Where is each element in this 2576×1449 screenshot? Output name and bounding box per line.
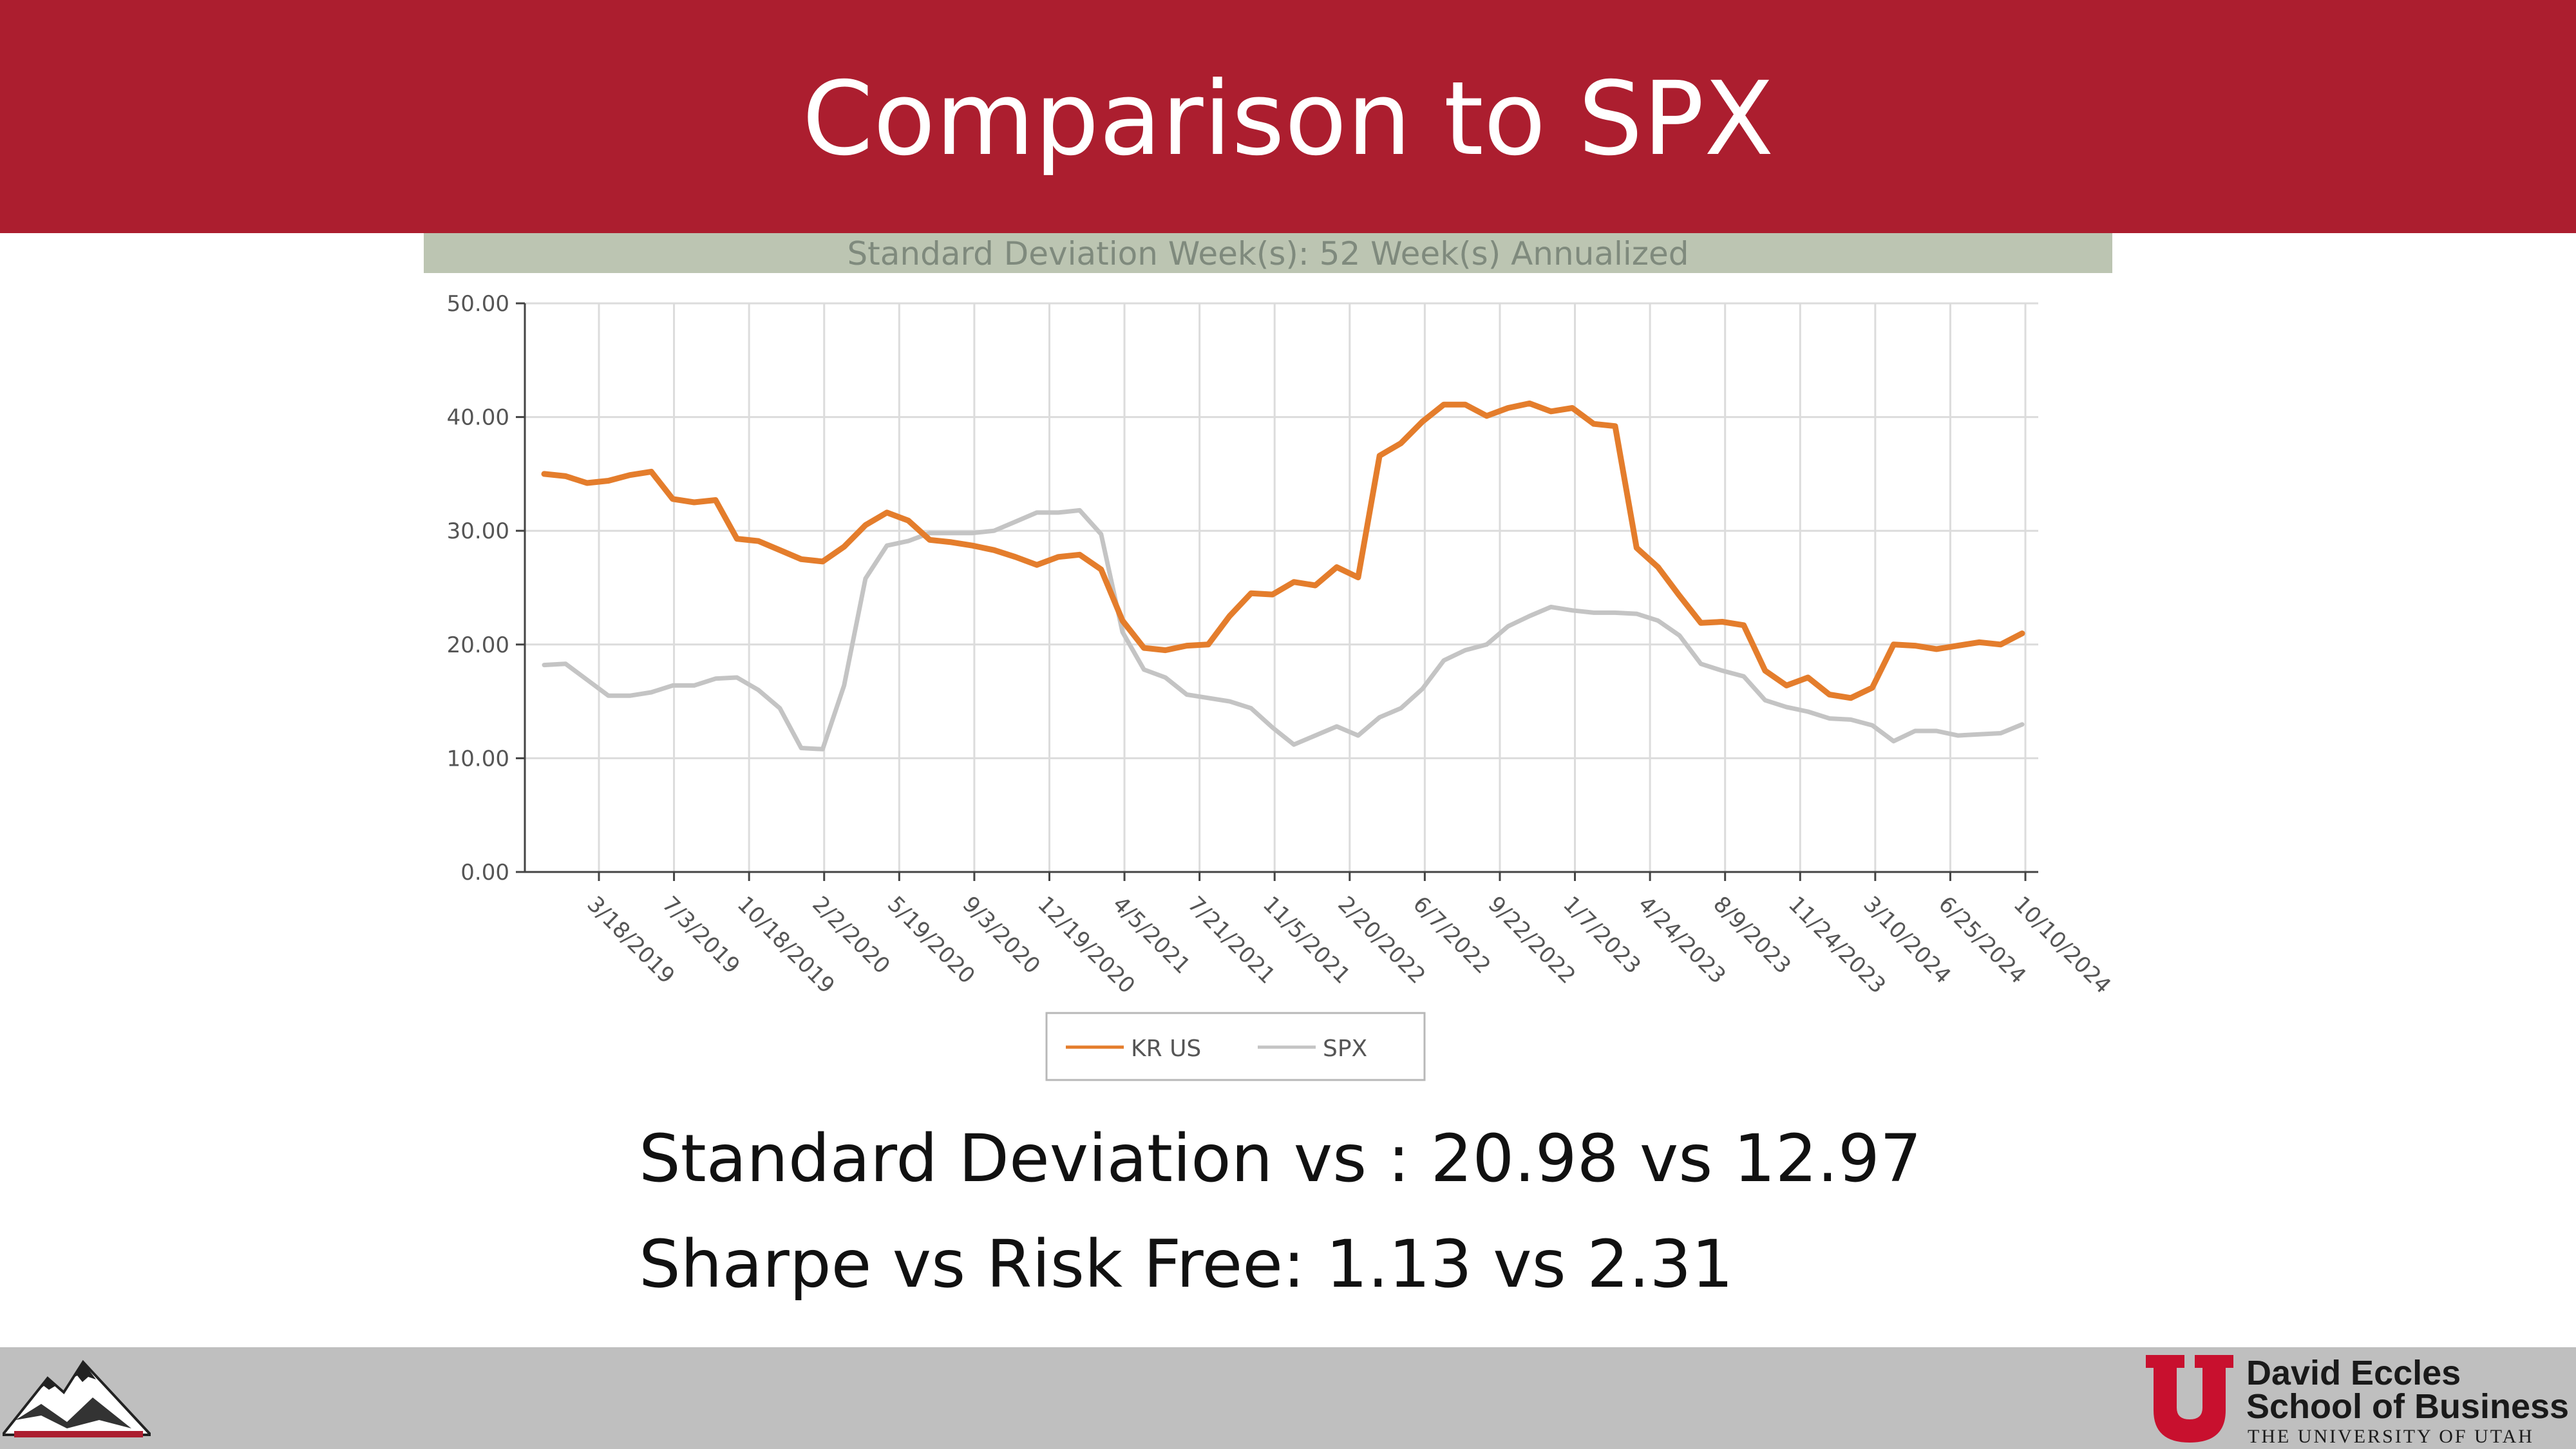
stats-block: Standard Deviation vs : 20.98 vs 12.97 S… — [639, 1121, 1922, 1332]
mountain-logo-icon — [3, 1359, 151, 1437]
title-bar — [0, 0, 2576, 233]
slide-title: Comparison to SPX — [802, 60, 1774, 178]
y-tick-label: 30.00 — [447, 518, 509, 544]
chart-axes — [516, 302, 2038, 881]
legend-label-kr-us: KR US — [1131, 1036, 1201, 1062]
y-tick-label: 20.00 — [447, 632, 509, 658]
chart-header-band: Standard Deviation Week(s): 52 Week(s) A… — [424, 233, 2112, 273]
school-logo: David Eccles School of Business THE UNIV… — [2146, 1354, 2569, 1447]
y-tick-label: 50.00 — [447, 291, 509, 317]
school-name-line1: David Eccles — [2246, 1354, 2461, 1392]
series-line-spx — [542, 507, 2025, 752]
y-tick-label: 0.00 — [460, 860, 509, 886]
x-tick-labels: 3/18/20197/3/201910/18/20192/2/20205/19/… — [582, 891, 2116, 999]
chart-title: Standard Deviation Week(s): 52 Week(s) A… — [847, 235, 1689, 272]
university-u-logo-icon — [2146, 1355, 2233, 1443]
chart-legend: KR US SPX — [1045, 1012, 1426, 1081]
chart-series — [541, 400, 2025, 752]
std-dev-stat: Standard Deviation vs : 20.98 vs 12.97 — [639, 1121, 1922, 1197]
legend-label-spx: SPX — [1323, 1036, 1367, 1062]
line-chart: 0.00 10.00 20.00 30.00 40.00 50.00 3/18/20197… — [447, 291, 2116, 1081]
school-name-line2: School of Business — [2246, 1387, 2569, 1426]
university-name: THE UNIVERSITY OF UTAH — [2248, 1426, 2534, 1447]
series-line-kr-us — [541, 400, 2025, 701]
sharpe-stat: Sharpe vs Risk Free: 1.13 vs 2.31 — [639, 1226, 1734, 1303]
y-tick-label: 10.00 — [447, 746, 509, 772]
y-tick-label: 40.00 — [447, 405, 509, 431]
y-tick-labels: 0.00 10.00 20.00 30.00 40.00 50.00 — [447, 291, 509, 886]
x-tick-label: 10/10/2024 — [2009, 891, 2116, 999]
